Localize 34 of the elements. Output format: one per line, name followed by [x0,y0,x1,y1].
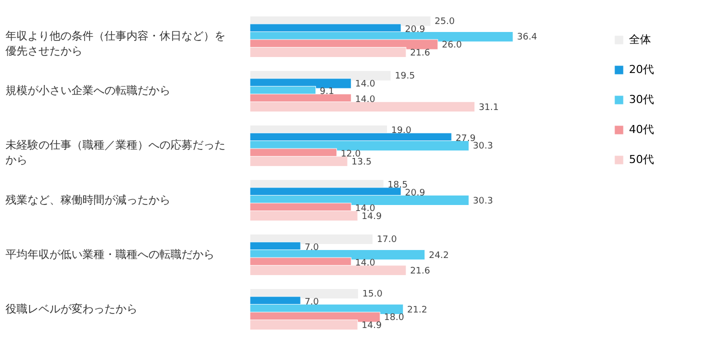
data-label: 14.0 [355,79,376,90]
data-label: 21.6 [410,48,430,58]
data-label: 36.4 [517,32,538,43]
legend-label: 50代 [629,153,654,166]
data-label: 17.0 [376,235,398,246]
data-label: 25.0 [434,17,455,28]
data-label: 13.5 [352,157,372,168]
data-label: 14.9 [362,320,382,331]
data-label: 21.6 [410,266,430,276]
y-tick-label: 残業など、稼働時間が減ったから [6,193,170,206]
y-tick-label: 規模が小さい企業への転職だから [6,84,170,98]
data-label: 15.0 [362,290,383,300]
legend-label: 20代 [629,63,654,76]
legend-label: 全体 [629,33,651,46]
data-label: 30.3 [472,196,493,206]
y-tick-label: 平均年収が低い業種・職種への転職だから [6,248,214,261]
y-tick-label: 年収より他の条件（仕事内容・休日など）を優先させたから [6,30,226,58]
y-tick-label: 役職レベルが変わったから [6,302,138,316]
data-label: 24.2 [428,250,449,261]
data-label: 14.0 [355,258,376,269]
data-label: 7.0 [304,242,320,253]
legend-label: 30代 [629,93,654,106]
data-label: 26.0 [442,40,462,50]
y-tick-label: 未経験の仕事（職種／業種）への応募だったから [6,138,226,167]
data-label: 14.0 [355,95,376,106]
data-label: 21.2 [407,305,428,316]
data-label: 14.9 [362,212,382,222]
data-label: 19.5 [394,72,415,82]
data-label: 31.1 [478,102,499,113]
data-label: 18.0 [384,313,404,324]
data-label: 30.3 [472,142,493,152]
data-label: 7.0 [304,298,320,308]
legend-label: 40代 [629,123,654,136]
data-label: 9.1 [320,87,334,98]
